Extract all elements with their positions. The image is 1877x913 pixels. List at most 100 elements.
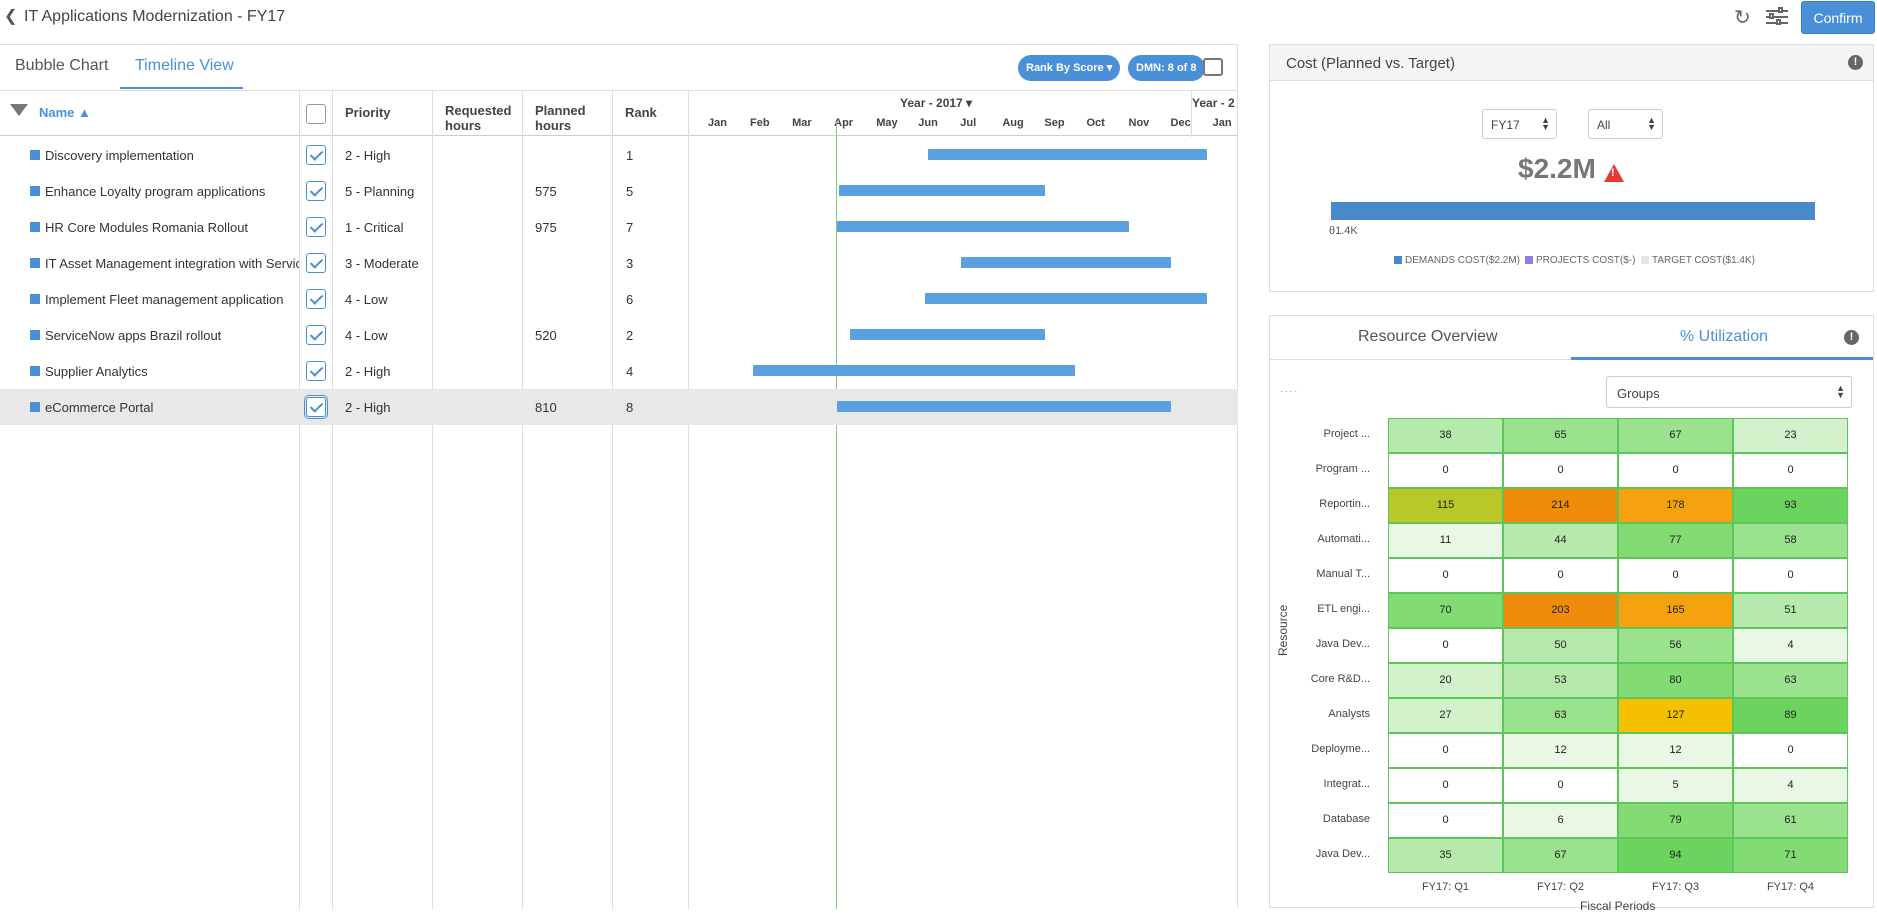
- row-checkbox[interactable]: [306, 145, 326, 165]
- heatmap-cell[interactable]: 0: [1618, 558, 1733, 593]
- fiscal-year-select[interactable]: FY17 ▲ ▼: [1482, 109, 1557, 139]
- settings-sliders-icon[interactable]: [1766, 7, 1788, 26]
- heatmap-cell[interactable]: 50: [1503, 628, 1618, 663]
- heatmap-cell[interactable]: 12: [1618, 733, 1733, 768]
- row-checkbox[interactable]: [306, 253, 326, 273]
- heatmap-cell[interactable]: 4: [1733, 628, 1848, 663]
- heatmap-cell[interactable]: 71: [1733, 838, 1848, 873]
- heatmap-cell[interactable]: 0: [1733, 558, 1848, 593]
- heatmap-cell[interactable]: 23: [1733, 418, 1848, 453]
- demand-name[interactable]: eCommerce Portal: [45, 400, 154, 415]
- timeline-bar[interactable]: [837, 401, 1172, 412]
- demand-name[interactable]: Supplier Analytics: [45, 364, 148, 379]
- heatmap-cell[interactable]: 115: [1388, 488, 1503, 523]
- demand-name[interactable]: HR Core Modules Romania Rollout: [45, 220, 249, 235]
- column-priority-header[interactable]: Priority: [345, 105, 391, 120]
- heatmap-cell[interactable]: 0: [1388, 453, 1503, 488]
- heatmap-cell[interactable]: 0: [1503, 453, 1618, 488]
- row-checkbox[interactable]: [306, 289, 326, 309]
- tab-utilization[interactable]: % Utilization: [1680, 328, 1769, 345]
- heatmap-cell[interactable]: 0: [1733, 453, 1848, 488]
- heatmap-cell[interactable]: 79: [1618, 803, 1733, 838]
- heatmap-cell[interactable]: 214: [1503, 488, 1618, 523]
- table-row[interactable]: Enhance Loyalty program applications 5 - …: [0, 173, 1238, 209]
- demand-name[interactable]: Enhance Loyalty program applications: [45, 184, 266, 199]
- heatmap-cell[interactable]: 0: [1388, 558, 1503, 593]
- column-name-header[interactable]: Name ▲: [39, 105, 91, 120]
- demand-name[interactable]: IT Asset Management integration with Ser…: [45, 256, 299, 271]
- timeline-bar[interactable]: [837, 221, 1130, 232]
- info-icon[interactable]: !: [1844, 330, 1859, 345]
- column-rank-header[interactable]: Rank: [625, 105, 657, 120]
- heatmap-cell[interactable]: 44: [1503, 523, 1618, 558]
- timeline-bar[interactable]: [961, 257, 1172, 268]
- heatmap-cell[interactable]: 70: [1388, 593, 1503, 628]
- print-icon[interactable]: [1203, 58, 1223, 76]
- heatmap-cell[interactable]: 35: [1388, 838, 1503, 873]
- table-row[interactable]: ServiceNow apps Brazil rollout 4 - Low 520…: [0, 317, 1238, 353]
- timeline-bar[interactable]: [925, 293, 1208, 304]
- heatmap-cell[interactable]: 0: [1733, 733, 1848, 768]
- heatmap-cell[interactable]: 67: [1503, 838, 1618, 873]
- confirm-button[interactable]: Confirm: [1801, 1, 1875, 34]
- heatmap-cell[interactable]: 27: [1388, 698, 1503, 733]
- tab-bubble-chart[interactable]: Bubble Chart: [15, 57, 109, 74]
- groups-select[interactable]: Groups ▲ ▼: [1606, 376, 1852, 408]
- heatmap-cell[interactable]: 53: [1503, 663, 1618, 698]
- info-icon[interactable]: !: [1848, 55, 1863, 70]
- heatmap-cell[interactable]: 51: [1733, 593, 1848, 628]
- year-2017-header[interactable]: Year - 2017 ▾: [900, 96, 973, 110]
- tab-timeline-view[interactable]: Timeline View: [135, 57, 234, 74]
- heatmap-cell[interactable]: 93: [1733, 488, 1848, 523]
- table-row[interactable]: HR Core Modules Romania Rollout 1 - Criti…: [0, 209, 1238, 245]
- demand-name[interactable]: Implement Fleet management application: [45, 292, 284, 307]
- refresh-icon[interactable]: ↻: [1734, 7, 1751, 29]
- heatmap-cell[interactable]: 165: [1618, 593, 1733, 628]
- row-checkbox[interactable]: [306, 325, 326, 345]
- row-checkbox[interactable]: [304, 395, 328, 419]
- demand-name[interactable]: ServiceNow apps Brazil rollout: [45, 328, 222, 343]
- heatmap-cell[interactable]: 80: [1618, 663, 1733, 698]
- heatmap-cell[interactable]: 63: [1503, 698, 1618, 733]
- heatmap-cell[interactable]: 5: [1618, 768, 1733, 803]
- heatmap-cell[interactable]: 127: [1618, 698, 1733, 733]
- heatmap-cell[interactable]: 89: [1733, 698, 1848, 733]
- timeline-bar[interactable]: [839, 185, 1046, 196]
- dmn-count-badge[interactable]: DMN: 8 of 8: [1128, 55, 1205, 81]
- heatmap-cell[interactable]: 203: [1503, 593, 1618, 628]
- heatmap-cell[interactable]: 0: [1388, 803, 1503, 838]
- heatmap-cell[interactable]: 0: [1388, 628, 1503, 663]
- heatmap-cell[interactable]: 56: [1618, 628, 1733, 663]
- table-row[interactable]: Implement Fleet management application 4 …: [0, 281, 1238, 317]
- column-requested-header[interactable]: Requested hours: [445, 103, 512, 133]
- heatmap-cell[interactable]: 0: [1388, 733, 1503, 768]
- heatmap-cell[interactable]: 12: [1503, 733, 1618, 768]
- scope-select[interactable]: All ▲ ▼: [1588, 109, 1663, 139]
- heatmap-cell[interactable]: 4: [1733, 768, 1848, 803]
- heatmap-cell[interactable]: 0: [1503, 768, 1618, 803]
- heatmap-cell[interactable]: 38: [1388, 418, 1503, 453]
- heatmap-cell[interactable]: 77: [1618, 523, 1733, 558]
- tab-resource-overview[interactable]: Resource Overview: [1358, 328, 1498, 345]
- filter-icon[interactable]: [10, 104, 28, 116]
- heatmap-cell[interactable]: 67: [1618, 418, 1733, 453]
- column-planned-header[interactable]: Planned hours: [535, 103, 586, 133]
- row-checkbox[interactable]: [306, 361, 326, 381]
- heatmap-cell[interactable]: 61: [1733, 803, 1848, 838]
- heatmap-cell[interactable]: 178: [1618, 488, 1733, 523]
- demand-name[interactable]: Discovery implementation: [45, 148, 194, 163]
- table-row[interactable]: Supplier Analytics 2 - High 4: [0, 353, 1238, 389]
- table-row[interactable]: IT Asset Management integration with Ser…: [0, 245, 1238, 281]
- heatmap-cell[interactable]: 6: [1503, 803, 1618, 838]
- rank-by-score-dropdown[interactable]: Rank By Score ▾: [1018, 55, 1121, 81]
- back-chevron-icon[interactable]: ❮: [4, 8, 18, 25]
- heatmap-cell[interactable]: 58: [1733, 523, 1848, 558]
- timeline-bar[interactable]: [849, 329, 1046, 340]
- heatmap-cell[interactable]: 94: [1618, 838, 1733, 873]
- timeline-bar[interactable]: [927, 149, 1208, 160]
- heatmap-cell[interactable]: 0: [1388, 768, 1503, 803]
- heatmap-cell[interactable]: 11: [1388, 523, 1503, 558]
- select-all-checkbox[interactable]: [306, 104, 326, 124]
- heatmap-cell[interactable]: 0: [1503, 558, 1618, 593]
- row-checkbox[interactable]: [306, 217, 326, 237]
